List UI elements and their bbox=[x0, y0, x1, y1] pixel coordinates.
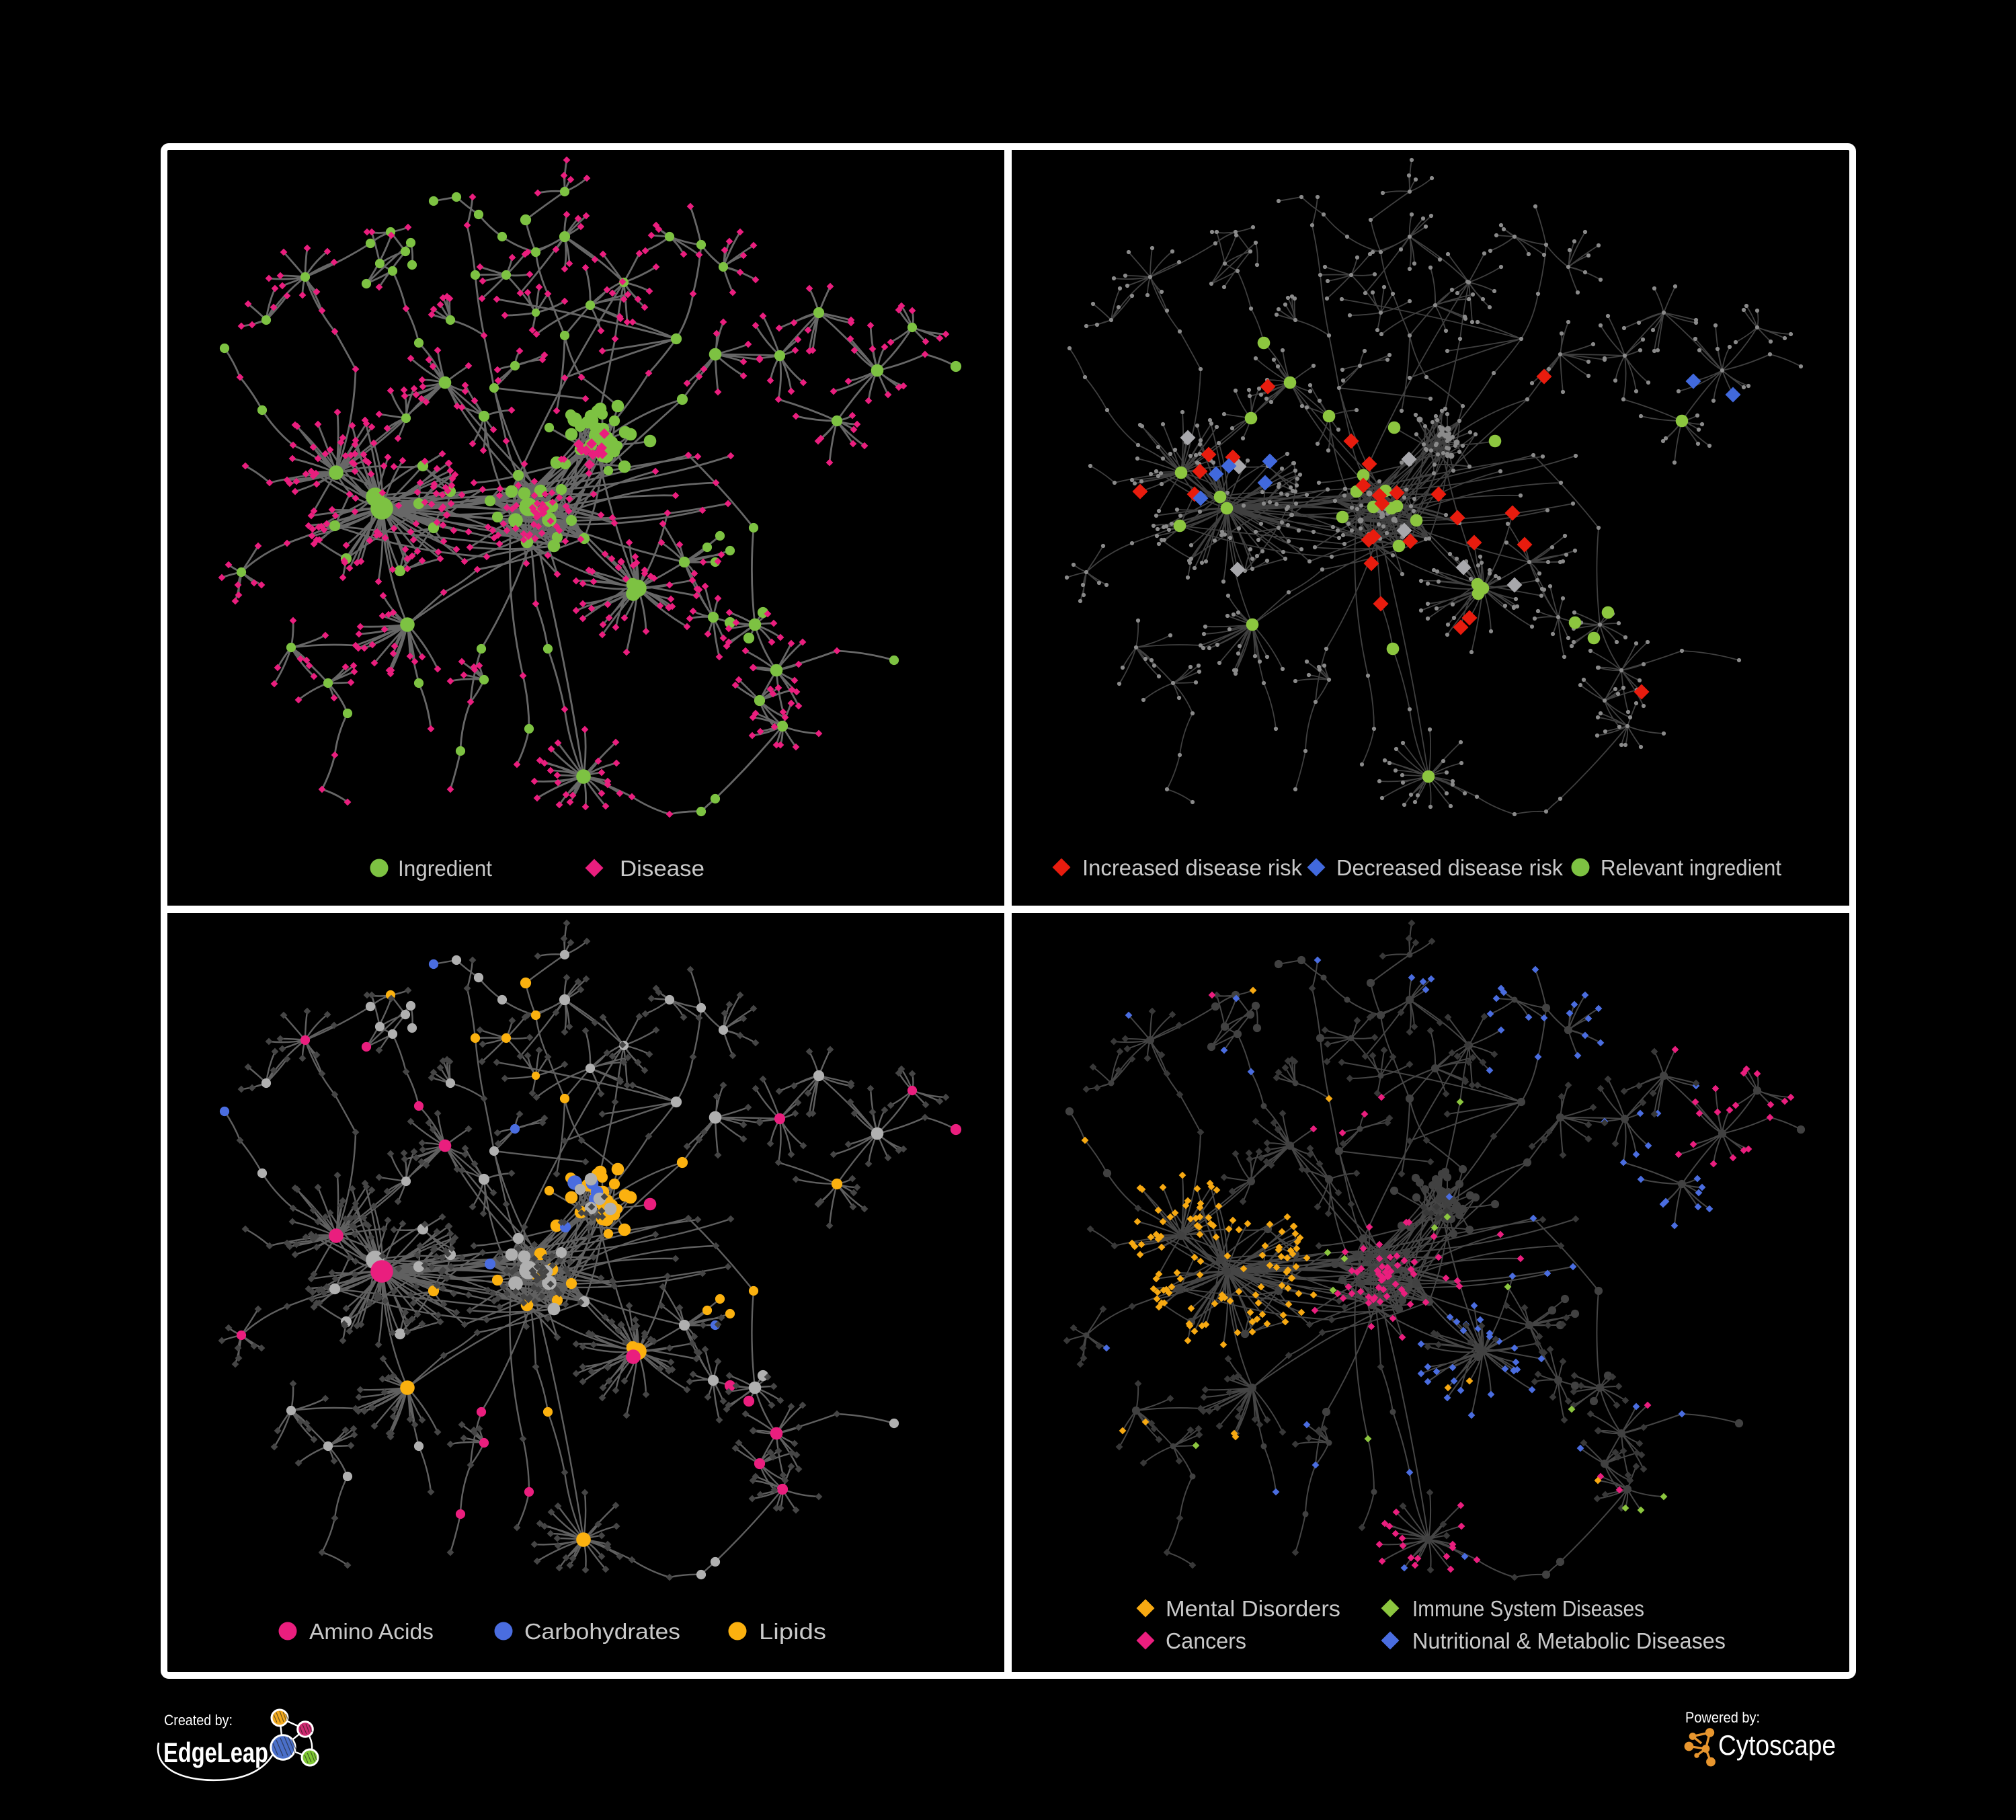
svg-text:Increased disease risk: Increased disease risk bbox=[1082, 855, 1302, 880]
svg-text:Cancers: Cancers bbox=[1166, 1628, 1246, 1653]
svg-text:Carbohydrates: Carbohydrates bbox=[524, 1619, 680, 1644]
svg-text:Amino Acids: Amino Acids bbox=[309, 1619, 434, 1644]
svg-text:Relevant ingredient: Relevant ingredient bbox=[1601, 855, 1781, 880]
svg-text:Cytoscape: Cytoscape bbox=[1718, 1729, 1836, 1761]
svg-text:EdgeLeap: EdgeLeap bbox=[163, 1737, 268, 1768]
svg-text:Immune System Diseases: Immune System Diseases bbox=[1412, 1596, 1644, 1621]
svg-text:Created by:: Created by: bbox=[164, 1712, 233, 1729]
svg-text:Disease: Disease bbox=[620, 856, 704, 881]
svg-text:Lipids: Lipids bbox=[759, 1619, 826, 1644]
svg-text:Nutritional & Metabolic Diseas: Nutritional & Metabolic Diseases bbox=[1412, 1628, 1726, 1653]
svg-text:Decreased disease risk: Decreased disease risk bbox=[1336, 855, 1563, 880]
svg-text:Powered by:: Powered by: bbox=[1685, 1709, 1760, 1726]
svg-text:Ingredient: Ingredient bbox=[398, 856, 492, 881]
svg-text:Mental Disorders: Mental Disorders bbox=[1166, 1596, 1340, 1621]
